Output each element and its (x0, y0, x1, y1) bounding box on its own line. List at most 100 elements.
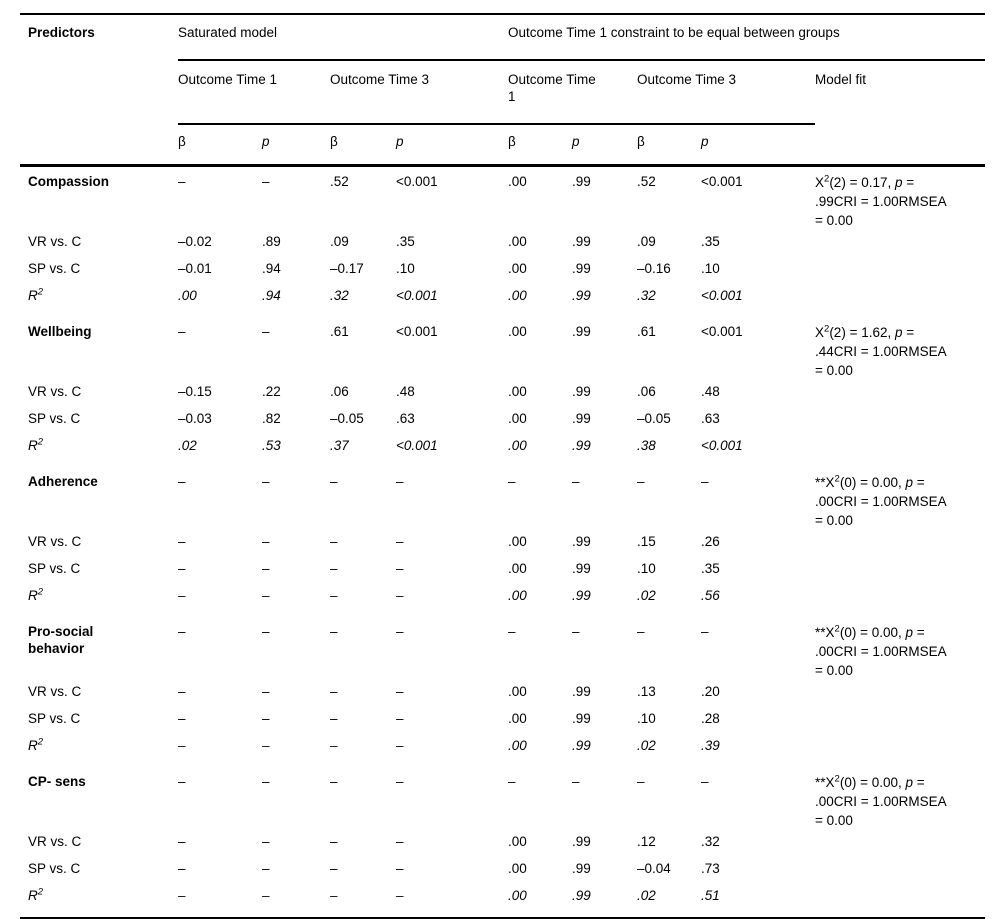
table-cell: – (262, 561, 270, 576)
table-cell: .99 (572, 384, 591, 399)
model-fit-cell (815, 830, 985, 857)
table-cell: .99 (572, 234, 591, 249)
table-cell: <0.001 (701, 324, 743, 339)
table-cell: <0.001 (701, 288, 743, 303)
table-cell: – (178, 324, 186, 339)
table-cell: – (178, 711, 186, 726)
table-cell: – (572, 474, 580, 489)
r-squared-row: R2 .02 .53 .37 <0.001 .00 .99 .38 <0.001 (20, 434, 985, 467)
table-cell: – (396, 474, 404, 489)
table-cell: .09 (637, 234, 656, 249)
model-fit-cell (815, 557, 985, 584)
table-cell: .00 (508, 534, 527, 549)
table-cell: .02 (178, 438, 197, 453)
table-cell: – (396, 588, 404, 603)
table-row: VR vs. C – – – – .00 .99 .13 .20 (20, 680, 985, 707)
column-header-beta: β (330, 124, 396, 167)
model-fit-cell (815, 707, 985, 734)
table-cell: – (330, 884, 396, 919)
table-cell: .99 (572, 324, 591, 339)
table-cell: – (262, 534, 270, 549)
table-cell: – (262, 774, 270, 789)
table-cell: .63 (396, 411, 415, 426)
table-cell: – (178, 561, 186, 576)
table-cell: .02 (637, 738, 656, 753)
table-cell: .61 (330, 324, 349, 339)
table-cell: .06 (637, 384, 656, 399)
table-cell: – (178, 474, 186, 489)
table-cell: .12 (637, 834, 656, 849)
table-cell: – (178, 834, 186, 849)
row-label-r-squared: R2 (28, 586, 44, 603)
table-cell: – (637, 474, 645, 489)
row-label: VR vs. C (28, 384, 82, 399)
predictor-heading-row: CP- sens – – – – – – – – **X2(0) = 0.00,… (20, 767, 985, 830)
table-row: VR vs. C –0.02 .89 .09 .35 .00 .99 .09 .… (20, 230, 985, 257)
table-cell: – (396, 624, 404, 639)
table-cell: –0.17 (330, 261, 364, 276)
column-header-beta: β (178, 124, 262, 167)
table-cell: .37 (330, 438, 349, 453)
table-cell: – (396, 561, 404, 576)
table-row: SP vs. C – – – – .00 .99 –0.04 .73 (20, 857, 985, 884)
table-cell: – (637, 624, 645, 639)
column-header-p: p (396, 124, 508, 167)
model-fit-cell (815, 680, 985, 707)
table-cell: – (330, 624, 338, 639)
column-header-beta: β (508, 124, 572, 167)
model-fit-cell: **X2(0) = 0.00, p = .00CRI = 1.00RMSEA =… (815, 473, 946, 528)
row-label: SP vs. C (28, 261, 81, 276)
table-row: SP vs. C – – – – .00 .99 .10 .28 (20, 707, 985, 734)
table-cell: .82 (262, 411, 281, 426)
model-fit-cell (815, 257, 985, 284)
table-cell: .20 (701, 684, 720, 699)
table-cell: – (262, 324, 270, 339)
table-cell: .00 (508, 684, 527, 699)
spacer-cell (815, 124, 985, 167)
table-cell: – (178, 624, 186, 639)
r-squared-row: R2 – – – – .00 .99 .02 .56 (20, 584, 985, 617)
table-cell: .32 (330, 288, 349, 303)
table-cell: .48 (701, 384, 720, 399)
model-fit-cell (815, 230, 985, 257)
model-fit-cell: X2(2) = 0.17, p = .99CRI = 1.00RMSEA = 0… (815, 173, 946, 228)
table-cell: .00 (508, 884, 572, 919)
table-cell: – (330, 588, 338, 603)
table-cell: .00 (508, 711, 527, 726)
table-cell: –0.03 (178, 411, 212, 426)
table-cell: – (262, 474, 270, 489)
model-fit-cell (815, 857, 985, 884)
table-cell: – (508, 774, 516, 789)
table-cell: .99 (572, 534, 591, 549)
table-cell: <0.001 (396, 174, 438, 189)
table-cell: – (508, 474, 516, 489)
group-header-row: Predictors Saturated model Outcome Time … (20, 13, 985, 61)
table-cell: – (330, 711, 338, 726)
table-cell: – (178, 884, 262, 919)
table-cell: .00 (508, 738, 527, 753)
table-cell: .26 (701, 534, 720, 549)
r-squared-row: R2 – – – – .00 .99 .02 .51 (20, 884, 985, 919)
table-cell: .99 (572, 884, 637, 919)
table-cell: – (262, 834, 270, 849)
table-cell: .99 (572, 288, 591, 303)
table-cell: .00 (508, 588, 527, 603)
table-cell: – (701, 474, 709, 489)
table-cell: .13 (637, 684, 656, 699)
table-cell: –0.05 (330, 411, 364, 426)
row-label-r-squared: R2 (20, 884, 178, 919)
column-header-model-fit: Model fit (815, 72, 867, 87)
spacer-cell (20, 60, 178, 124)
table-row: VR vs. C – – – – .00 .99 .12 .32 (20, 830, 985, 857)
table-cell: .99 (572, 738, 591, 753)
row-label: SP vs. C (28, 561, 81, 576)
table-cell: – (178, 861, 186, 876)
table-cell: .00 (508, 174, 527, 189)
table-row: SP vs. C –0.03 .82 –0.05 .63 .00 .99 –0.… (20, 407, 985, 434)
predictor-heading-row: Adherence – – – – – – – – **X2(0) = 0.00… (20, 467, 985, 530)
table-cell: .00 (178, 288, 197, 303)
table-cell: –0.02 (178, 234, 212, 249)
table-cell: .00 (508, 438, 527, 453)
model-fit-cell (815, 734, 985, 767)
table-cell: .99 (572, 438, 591, 453)
